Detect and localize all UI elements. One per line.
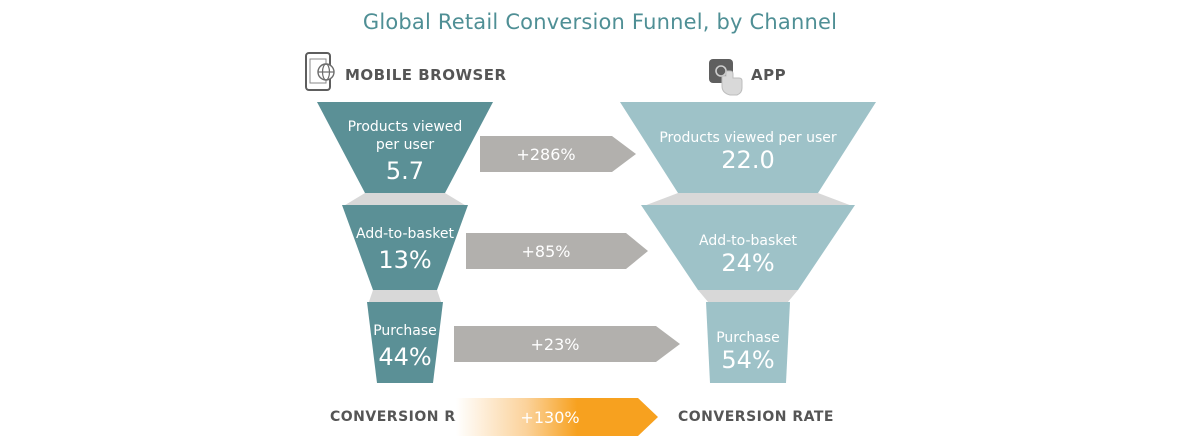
funnel-value-mobile-2: 13%: [378, 246, 431, 274]
uplift-label-3: +23%: [531, 335, 580, 354]
uplift-label-1: +286%: [516, 145, 575, 164]
conversion-uplift-label: +130%: [520, 408, 579, 427]
funnel-band-app-1: [620, 102, 876, 193]
funnel-label-app-3: Purchase: [716, 330, 780, 346]
funnel-value-app-3: 54%: [721, 346, 774, 374]
funnel-neck-app-2: [698, 290, 798, 302]
channel-label-app: APP: [751, 66, 787, 84]
funnel-value-app-2: 24%: [721, 249, 774, 277]
tap-icon: [709, 59, 743, 96]
uplift-arrow-3: [454, 326, 680, 362]
conversion-uplift-arrow: [456, 398, 658, 436]
funnel-band-mobile-2: [342, 205, 468, 290]
channel-label-mobile-browser: MOBILE BROWSER: [345, 66, 507, 84]
funnel-band-mobile-1: [317, 102, 493, 193]
funnel-neck-mobile-2: [368, 290, 442, 302]
funnel-band-mobile-3: [367, 302, 443, 383]
funnel-neck-app-1: [646, 193, 850, 205]
funnel-band-app-3: [706, 302, 790, 383]
smartphone-icon: [305, 52, 335, 91]
chart-title: Global Retail Conversion Funnel, by Chan…: [362, 10, 838, 34]
funnel-label-app-1: Products viewed per user: [659, 130, 837, 146]
funnel-label-mobile-1: Products viewed: [348, 119, 463, 135]
conversion-rate-label-mobile: CONVERSION RATE: [330, 409, 486, 425]
funnel-value-mobile-3: 44%: [378, 343, 431, 371]
funnel-band-app-2: [641, 205, 855, 290]
funnel-neck-mobile-1: [345, 193, 465, 205]
funnel-value-app-1: 22.0: [721, 146, 774, 174]
funnel-label-mobile-3: Purchase: [373, 323, 437, 339]
uplift-label-2: +85%: [522, 242, 571, 261]
uplift-arrow-1: [480, 136, 636, 172]
funnel-label-mobile-2: Add-to-basket: [356, 226, 455, 242]
funnel-value-mobile-1: 5.7: [386, 157, 424, 185]
funnel-label-app-2: Add-to-basket: [699, 233, 798, 249]
uplift-arrow-2: [466, 233, 648, 269]
funnel-label-mobile-1: per user: [376, 137, 434, 153]
conversion-rate-label-app: CONVERSION RATE: [678, 409, 834, 425]
